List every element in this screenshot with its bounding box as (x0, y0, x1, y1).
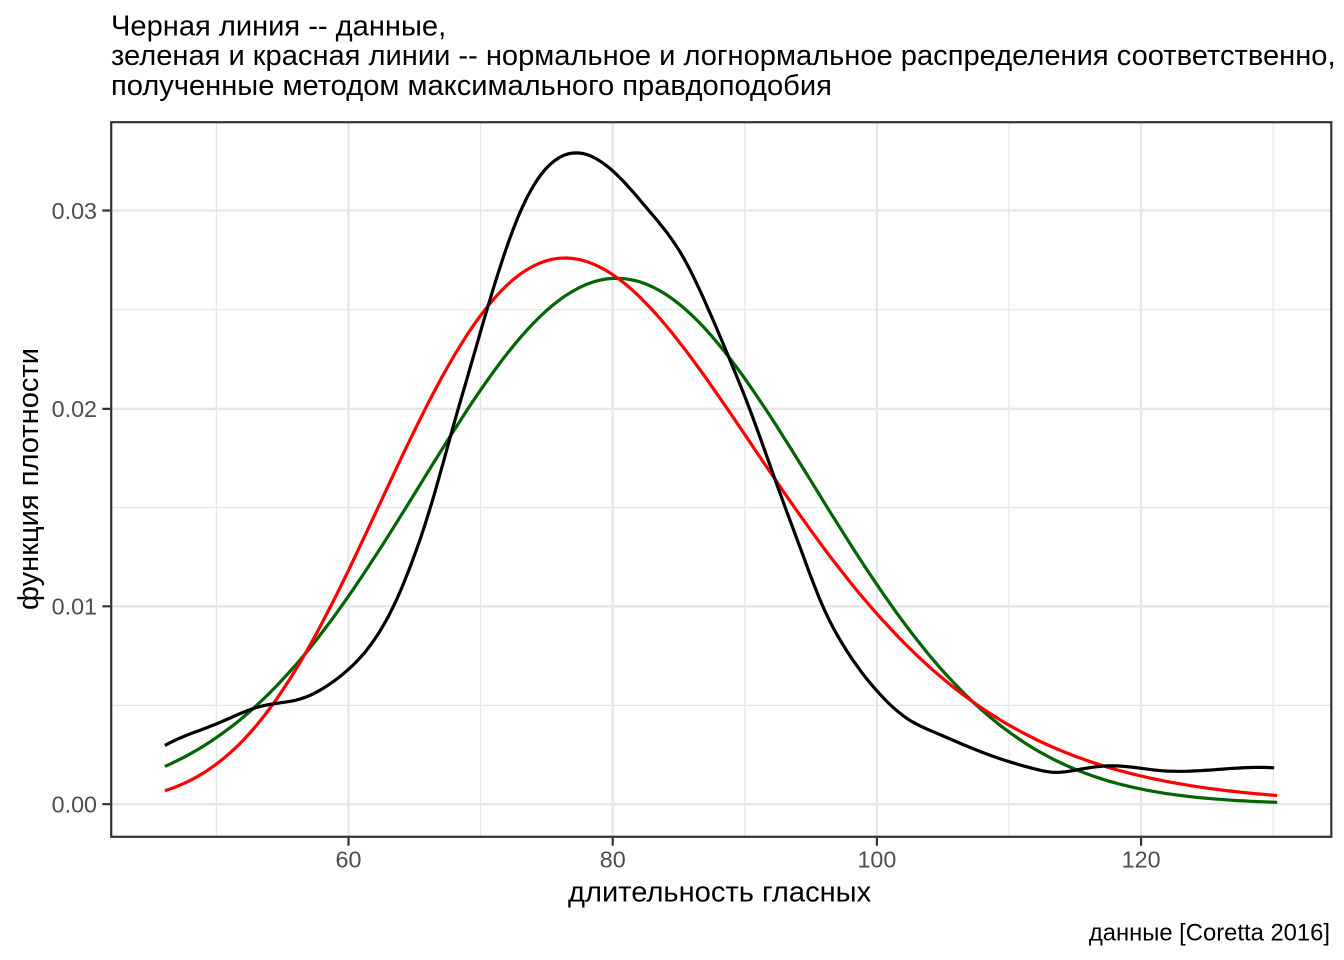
svg-text:Черная линия -- данные,: Черная линия -- данные, (111, 10, 446, 42)
svg-text:данные [Coretta 2016]: данные [Coretta 2016] (1089, 919, 1330, 946)
svg-text:0.01: 0.01 (52, 594, 97, 620)
svg-text:100: 100 (857, 847, 896, 873)
svg-text:зеленая и красная линии -- нор: зеленая и красная линии -- нормальное и … (111, 40, 1336, 72)
svg-text:длительность гласных: длительность гласных (568, 876, 872, 908)
svg-text:0.03: 0.03 (52, 198, 97, 224)
svg-text:полученные методом максимально: полученные методом максимального правдоп… (111, 70, 832, 102)
svg-text:функция плотности: функция плотности (13, 348, 45, 610)
svg-text:60: 60 (336, 847, 362, 873)
svg-text:120: 120 (1122, 847, 1161, 873)
svg-text:0.02: 0.02 (52, 396, 97, 422)
svg-text:80: 80 (600, 847, 626, 873)
svg-text:0.00: 0.00 (52, 792, 97, 818)
